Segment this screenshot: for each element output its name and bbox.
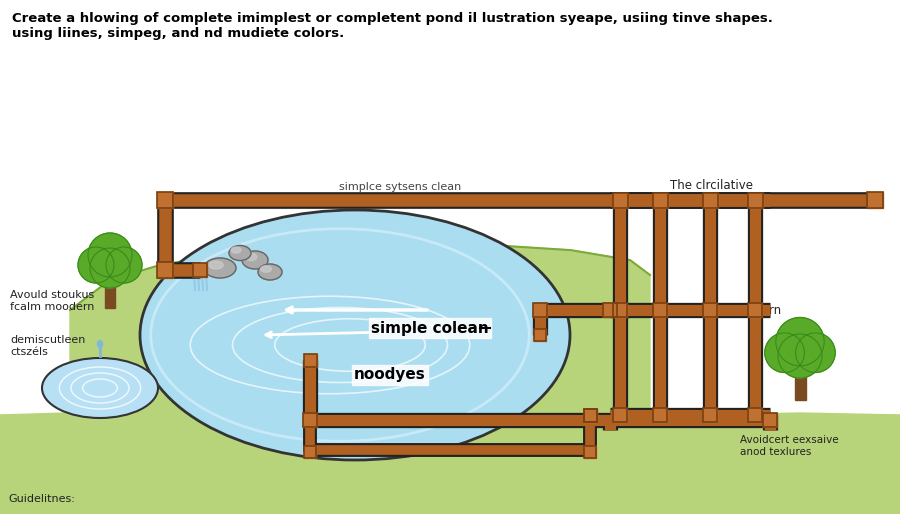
- Bar: [748, 193, 762, 208]
- Bar: [583, 409, 597, 421]
- Bar: [748, 303, 762, 317]
- Polygon shape: [0, 412, 900, 514]
- Bar: [748, 408, 762, 422]
- Bar: [653, 408, 667, 422]
- Bar: [303, 354, 317, 366]
- Ellipse shape: [140, 210, 570, 460]
- Circle shape: [765, 333, 805, 373]
- Bar: [748, 408, 762, 422]
- Bar: [304, 446, 316, 458]
- Bar: [867, 192, 883, 208]
- Bar: [653, 408, 667, 422]
- Bar: [703, 408, 717, 422]
- Bar: [763, 413, 777, 427]
- Bar: [583, 409, 597, 421]
- Ellipse shape: [204, 258, 236, 278]
- Bar: [583, 409, 597, 421]
- Ellipse shape: [261, 266, 272, 272]
- Bar: [534, 329, 546, 341]
- Ellipse shape: [97, 340, 103, 347]
- Text: simplce sytsens clean: simplce sytsens clean: [339, 182, 461, 192]
- Bar: [584, 446, 596, 458]
- Bar: [703, 303, 717, 317]
- Text: Avould stoukus
fcalm moodern: Avould stoukus fcalm moodern: [10, 290, 94, 311]
- Text: The clrcilative: The clrcilative: [670, 179, 753, 192]
- Bar: [603, 303, 617, 317]
- Bar: [703, 193, 717, 208]
- Bar: [193, 263, 207, 277]
- Ellipse shape: [42, 358, 158, 418]
- Circle shape: [796, 333, 835, 373]
- Bar: [763, 413, 777, 427]
- Bar: [303, 413, 317, 427]
- Circle shape: [106, 247, 142, 283]
- Bar: [748, 303, 762, 317]
- Bar: [703, 303, 717, 317]
- Polygon shape: [70, 244, 650, 514]
- Bar: [653, 303, 667, 317]
- Bar: [603, 303, 617, 317]
- Ellipse shape: [245, 253, 256, 261]
- Bar: [795, 361, 806, 400]
- Text: demiscutleen
ctszéls: demiscutleen ctszéls: [10, 335, 86, 357]
- Circle shape: [90, 248, 130, 288]
- Bar: [193, 263, 207, 277]
- Bar: [867, 192, 883, 208]
- Ellipse shape: [209, 261, 223, 269]
- Ellipse shape: [229, 246, 251, 261]
- Text: noodyes: noodyes: [354, 368, 426, 382]
- Bar: [613, 408, 627, 422]
- Bar: [157, 262, 173, 278]
- Bar: [584, 446, 596, 458]
- Bar: [652, 193, 668, 208]
- Bar: [303, 413, 317, 427]
- Text: Create a hlowing of complete imimplest or completent pond il lustration syeape, : Create a hlowing of complete imimplest o…: [12, 12, 773, 40]
- Bar: [748, 193, 762, 208]
- Text: clean modern: clean modern: [700, 303, 781, 317]
- Bar: [304, 446, 316, 458]
- Circle shape: [88, 233, 132, 277]
- Bar: [613, 193, 627, 208]
- Circle shape: [78, 247, 114, 283]
- Bar: [653, 303, 667, 317]
- Bar: [157, 192, 173, 208]
- Text: Guidelitnes:: Guidelitnes:: [8, 494, 75, 504]
- Circle shape: [776, 318, 824, 366]
- Circle shape: [778, 334, 822, 378]
- Bar: [534, 329, 546, 341]
- Ellipse shape: [258, 264, 282, 280]
- Text: Avoidcert eexsaive
anod texlures: Avoidcert eexsaive anod texlures: [740, 435, 839, 456]
- Bar: [652, 193, 668, 208]
- Ellipse shape: [231, 247, 241, 253]
- Bar: [613, 193, 627, 208]
- Bar: [703, 193, 717, 208]
- Polygon shape: [0, 415, 900, 514]
- Bar: [533, 303, 547, 317]
- Bar: [613, 408, 627, 422]
- Bar: [157, 192, 173, 208]
- Bar: [303, 354, 317, 366]
- Bar: [703, 408, 717, 422]
- Ellipse shape: [242, 251, 268, 269]
- Bar: [533, 303, 547, 317]
- Bar: [583, 409, 597, 421]
- Bar: [105, 273, 115, 308]
- Text: simple colean: simple colean: [371, 321, 489, 336]
- Bar: [613, 303, 627, 317]
- Bar: [157, 262, 173, 278]
- Bar: [613, 303, 627, 317]
